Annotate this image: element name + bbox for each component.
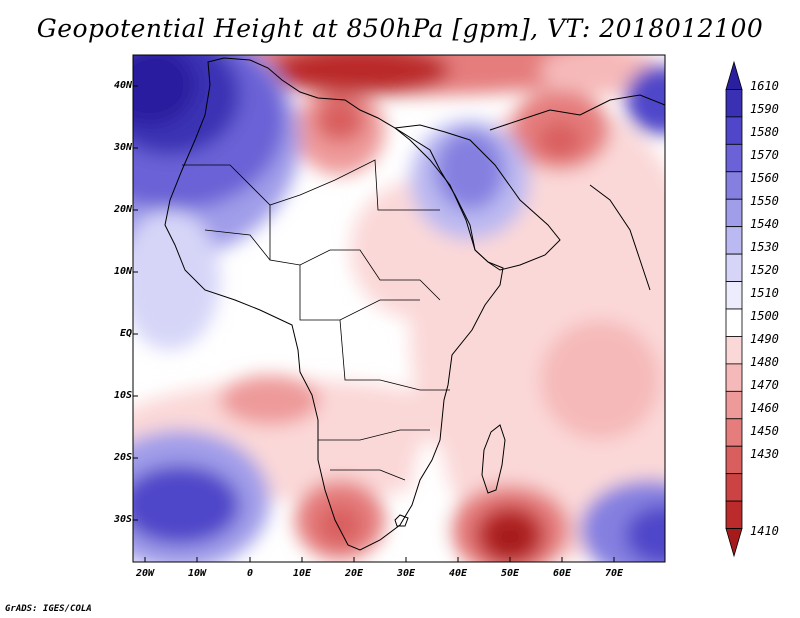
legend-label: 1560 <box>750 171 779 185</box>
colorbar-segment <box>725 116 743 145</box>
colorbar-segment <box>725 500 743 529</box>
colorbar-segment <box>725 336 743 365</box>
legend-label: 1480 <box>750 355 779 369</box>
lat-label: 30N <box>113 142 132 153</box>
colorbar-segment <box>725 308 743 337</box>
lon-label: 20E <box>344 568 364 579</box>
legend-label: 1410 <box>750 524 779 538</box>
colorbar-segment <box>725 473 743 502</box>
legend-label: 1610 <box>750 79 779 93</box>
legend-label: 1520 <box>750 263 779 277</box>
lon-label: 20W <box>135 568 155 579</box>
lat-label: 40N <box>113 80 132 91</box>
legend-label: 1490 <box>750 332 779 346</box>
lon-label: 10W <box>187 568 207 579</box>
legend-label: 1510 <box>750 286 779 300</box>
latitude-ticks <box>133 85 138 521</box>
legend-label: 1470 <box>750 378 779 392</box>
legend-label: 1570 <box>750 148 779 162</box>
colorbar-segment <box>725 528 743 558</box>
legend-label: 1580 <box>750 125 779 139</box>
lat-label: 20S <box>113 452 132 463</box>
legend-label: 1450 <box>750 424 779 438</box>
legend-label: 1540 <box>750 217 779 231</box>
legend-label: 1550 <box>750 194 779 208</box>
legend-label: 1590 <box>750 102 779 116</box>
lon-label: 70E <box>604 568 624 579</box>
colorbar-segment <box>725 89 743 118</box>
colorbar-segment <box>725 363 743 392</box>
lat-label: 10N <box>113 266 132 277</box>
country-borders <box>182 159 450 481</box>
lat-label: EQ <box>119 328 132 339</box>
legend-label: 1500 <box>750 309 779 323</box>
colorbar-segment <box>725 198 743 228</box>
legend-label: 1530 <box>750 240 779 254</box>
geopotential-field <box>133 55 665 562</box>
lat-label: 30S <box>113 514 132 525</box>
colorbar-segment <box>725 390 743 420</box>
colorbar-segment <box>725 143 743 173</box>
coastlines <box>164 57 665 551</box>
colorbar <box>725 60 743 558</box>
lon-label: 60E <box>552 568 572 579</box>
lon-label: 10E <box>292 568 312 579</box>
lat-label: 20N <box>113 204 132 215</box>
colorbar-segment <box>725 281 743 310</box>
lon-label: 30E <box>396 568 416 579</box>
colorbar-segment <box>725 60 743 90</box>
lon-label: 40E <box>448 568 468 579</box>
legend-label: 1460 <box>750 401 779 415</box>
plot-frame <box>132 54 666 563</box>
longitude-ticks <box>144 557 615 562</box>
credit-text: GrADS: IGES/COLA <box>5 604 92 614</box>
lon-label: 0 <box>246 568 254 579</box>
lon-label: 50E <box>500 568 520 579</box>
map-title: Geopotential Height at 850hPa [gpm], VT:… <box>36 14 764 43</box>
colorbar-segment <box>725 226 743 255</box>
lat-label: 10S <box>113 390 132 401</box>
colorbar-segment <box>725 418 743 447</box>
colorbar-segment <box>725 253 743 282</box>
colorbar-segment <box>725 171 743 200</box>
legend-label: 1430 <box>750 447 779 461</box>
colorbar-segment <box>725 445 743 475</box>
